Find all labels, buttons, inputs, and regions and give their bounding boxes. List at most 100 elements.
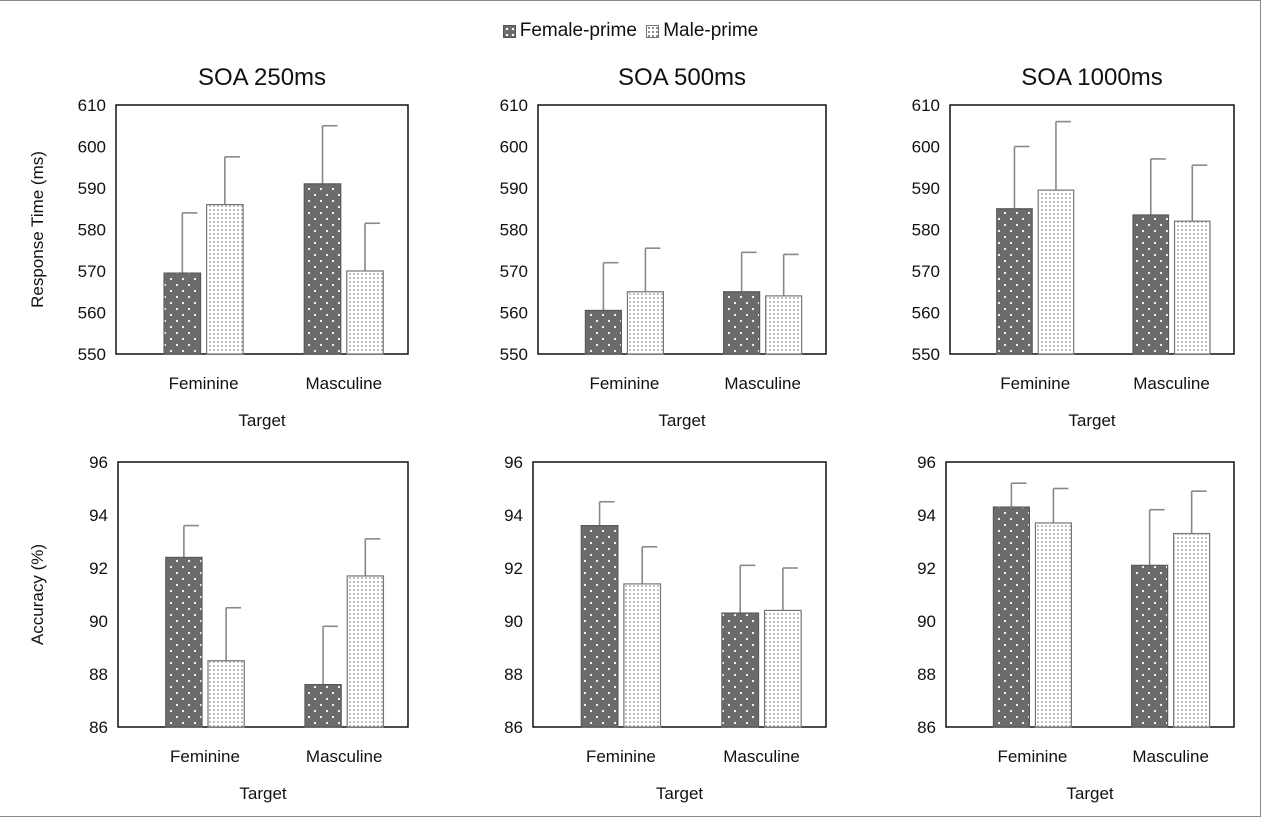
acc-500-ytick-label: 94	[504, 506, 523, 525]
acc-1000-ytick-label: 92	[917, 559, 936, 578]
rt-500-title: SOA 500ms	[618, 64, 746, 91]
acc-500-ytick-label: 96	[504, 453, 523, 472]
acc-1000-ytick-label: 96	[917, 453, 936, 472]
rt-1000-ytick-label: 580	[912, 221, 940, 240]
acc-1000-bar-female-prime-feminine	[992, 506, 1031, 728]
acc-1000-ytick-label: 88	[917, 665, 936, 684]
rt-250-plot-frame	[115, 104, 409, 355]
rt-250-bar-male-prime-masculine	[346, 270, 384, 355]
acc-250-bar-male-prime-feminine	[207, 660, 245, 728]
rt-1000-ytick-label: 610	[912, 96, 940, 115]
rt-500-category-label: Feminine	[589, 374, 659, 393]
rt-250-xaxis-label: Target	[238, 411, 286, 430]
rt-250-bar-female-prime-masculine	[303, 183, 342, 355]
acc-250-ytick-label: 96	[89, 453, 108, 472]
rt-500-ytick-label: 570	[500, 262, 528, 281]
rt-500-ytick-label: 580	[500, 221, 528, 240]
acc-500-ytick-label: 90	[504, 612, 523, 631]
rt-250-bar-male-prime-feminine	[206, 204, 244, 355]
acc-500-xaxis-label: Target	[656, 784, 704, 803]
rt-1000-title: SOA 1000ms	[1021, 64, 1162, 91]
acc-1000-xaxis-label: Target	[1066, 784, 1114, 803]
acc-1000-ytick-label: 86	[917, 718, 936, 737]
acc-500-ytick-label: 92	[504, 559, 523, 578]
acc-1000-category-label: Masculine	[1132, 747, 1209, 766]
rt-500-ytick-label: 550	[500, 345, 528, 364]
acc-250-ytick-label: 90	[89, 612, 108, 631]
rt-1000-ytick-label: 560	[912, 304, 940, 323]
rt-1000-ytick-label: 590	[912, 179, 940, 198]
acc-250-ytick-label: 94	[89, 506, 108, 525]
acc-250-ytick-label: 88	[89, 665, 108, 684]
rt-500-ytick-label: 560	[500, 304, 528, 323]
acc-500-category-label: Masculine	[723, 747, 800, 766]
rt-1000-bar-male-prime-feminine	[1037, 189, 1075, 355]
acc-500-bar-female-prime-masculine	[721, 612, 760, 728]
acc-500-category-label: Feminine	[586, 747, 656, 766]
acc-1000-bar-male-prime-feminine	[1034, 522, 1073, 728]
rt-1000-bar-male-prime-masculine	[1173, 220, 1211, 355]
acc-250-ytick-label: 92	[89, 559, 108, 578]
rt-250-ytick-label: 590	[78, 179, 106, 198]
rt-250-bar-female-prime-feminine	[163, 272, 202, 355]
acc-250-bar-female-prime-feminine	[165, 556, 203, 728]
rt-1000-xaxis-label: Target	[1068, 411, 1116, 430]
rt-250-ytick-label: 560	[78, 304, 106, 323]
acc-250-category-label: Feminine	[170, 747, 240, 766]
legend-item-male-prime: Male-prime	[646, 20, 758, 42]
acc-1000-bar-female-prime-masculine	[1131, 564, 1169, 728]
acc-1000-ytick-label: 90	[917, 612, 936, 631]
rt-1000-bar-female-prime-masculine	[1132, 214, 1170, 355]
acc-250-category-label: Masculine	[306, 747, 383, 766]
rt-250-ytick-label: 580	[78, 221, 106, 240]
rt-250-yaxis-label: Response Time (ms)	[28, 151, 47, 308]
rt-250-ytick-label: 570	[78, 262, 106, 281]
rt-1000-plot-frame	[949, 104, 1235, 355]
rt-250-ytick-label: 600	[78, 138, 106, 157]
legend-label-female-prime: Female-prime	[519, 20, 637, 41]
legend: Female-prime Male-prime	[0, 20, 1261, 44]
rt-500-xaxis-label: Target	[658, 411, 706, 430]
legend-item-female-prime: Female-prime	[502, 20, 637, 42]
acc-1000-category-label: Feminine	[997, 747, 1067, 766]
acc-250-bar-female-prime-masculine	[304, 683, 342, 728]
rt-500-bar-male-prime-feminine	[626, 291, 665, 355]
rt-250-category-label: Masculine	[305, 374, 382, 393]
acc-250-xaxis-label: Target	[239, 784, 287, 803]
acc-500-ytick-label: 88	[504, 665, 523, 684]
acc-1000-plot-frame	[945, 461, 1235, 728]
rt-500-bar-female-prime-feminine	[584, 309, 623, 355]
rt-500-bar-female-prime-masculine	[723, 291, 761, 355]
acc-250-bar-male-prime-masculine	[346, 575, 385, 728]
rt-1000-bar-female-prime-feminine	[996, 208, 1033, 355]
acc-1000-bar-male-prime-masculine	[1173, 532, 1211, 728]
acc-500-bar-male-prime-feminine	[623, 583, 662, 728]
legend-swatch-female-prime	[502, 24, 516, 38]
rt-1000-category-label: Masculine	[1133, 374, 1210, 393]
rt-250-ytick-label: 610	[78, 96, 106, 115]
rt-250-title: SOA 250ms	[198, 64, 326, 91]
acc-500-bar-female-prime-feminine	[580, 524, 619, 728]
rt-1000-category-label: Feminine	[1000, 374, 1070, 393]
acc-1000-ytick-label: 94	[917, 506, 936, 525]
acc-500-bar-male-prime-masculine	[763, 609, 802, 728]
rt-1000-ytick-label: 570	[912, 262, 940, 281]
rt-500-ytick-label: 600	[500, 138, 528, 157]
acc-500-ytick-label: 86	[504, 718, 523, 737]
acc-250-yaxis-label: Accuracy (%)	[28, 544, 47, 645]
legend-swatch-male-prime	[646, 24, 660, 38]
rt-500-bar-male-prime-masculine	[765, 295, 803, 355]
rt-500-category-label: Masculine	[724, 374, 801, 393]
acc-250-ytick-label: 86	[89, 718, 108, 737]
rt-500-ytick-label: 610	[500, 96, 528, 115]
rt-500-plot-frame	[537, 104, 827, 355]
acc-250-plot-frame	[117, 461, 409, 728]
rt-500-ytick-label: 590	[500, 179, 528, 198]
rt-1000-ytick-label: 550	[912, 345, 940, 364]
rt-1000-ytick-label: 600	[912, 138, 940, 157]
rt-250-category-label: Feminine	[169, 374, 239, 393]
acc-500-plot-frame	[532, 461, 827, 728]
legend-label-male-prime: Male-prime	[663, 20, 759, 41]
rt-250-ytick-label: 550	[78, 345, 106, 364]
